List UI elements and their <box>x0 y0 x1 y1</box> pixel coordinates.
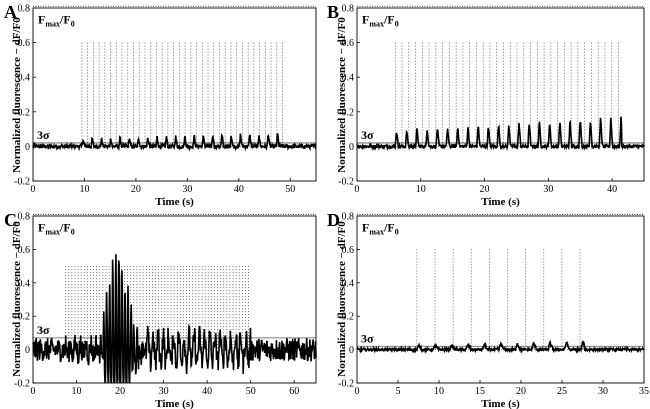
stimulus-markers <box>416 249 581 350</box>
x-tick-label: 40 <box>202 386 212 397</box>
x-tick-label: 10 <box>416 184 426 195</box>
y-tick-label: 0 <box>349 142 354 153</box>
y-axis-label: Normalized fluorescence − dF/F0 <box>336 17 348 173</box>
x-tick-label: 25 <box>557 386 567 397</box>
x-tick-label: 0 <box>355 386 360 397</box>
y-tick-label: 0.6 <box>342 245 355 256</box>
y-tick-label: 0.8 <box>342 4 355 15</box>
plot-frame <box>356 7 645 182</box>
plot-frame <box>32 7 317 182</box>
sigma-annotation: 3σ <box>37 323 50 337</box>
x-tick-label: 15 <box>475 386 485 397</box>
x-axis-label: Time (s) <box>155 398 194 409</box>
y-tick-label: 0.4 <box>342 278 355 289</box>
fmax-annotation: Fmax/F0 <box>362 220 399 236</box>
fmax-annotation: Fmax/F0 <box>362 12 399 28</box>
x-tick-label: 30 <box>159 386 169 397</box>
y-tick-label: 0.2 <box>342 107 355 118</box>
x-tick-label: 50 <box>246 386 256 397</box>
x-tick-label: 20 <box>516 386 526 397</box>
x-tick-label: 20 <box>115 386 125 397</box>
x-axis-label: Time (s) <box>481 196 520 208</box>
x-tick-label: 10 <box>79 184 89 195</box>
panel-label: B <box>327 2 339 22</box>
sigma-annotation: 3σ <box>361 331 374 345</box>
sigma-annotation: 3σ <box>37 128 50 142</box>
stimulus-markers <box>394 42 619 147</box>
x-tick-label: 30 <box>543 184 553 195</box>
fluorescence-trace <box>32 254 317 384</box>
x-tick-label: 0 <box>355 184 360 195</box>
y-tick-label: 0 <box>349 345 354 356</box>
x-tick-label: 20 <box>131 184 141 195</box>
x-tick-label: 60 <box>289 386 299 397</box>
y-tick-label: 0.4 <box>18 73 31 84</box>
fmax-annotation: Fmax/F0 <box>38 12 75 28</box>
y-tick-label: 0.6 <box>18 245 31 256</box>
x-tick-label: 30 <box>598 386 608 397</box>
y-tick-label: 0.8 <box>18 212 31 223</box>
plot-frame <box>32 215 317 384</box>
y-axis-label: Normalized fluorescence − dF/F0 <box>11 17 23 173</box>
plot-frame <box>356 215 645 384</box>
x-tick-label: 10 <box>72 386 82 397</box>
x-tick-label: 5 <box>396 386 401 397</box>
y-tick-label: 0.6 <box>18 38 31 49</box>
y-tick-label: 0.8 <box>342 212 355 223</box>
y-tick-label: -0.2 <box>338 379 354 390</box>
x-axis-label: Time (s) <box>481 398 520 409</box>
x-tick-label: 35 <box>639 386 649 397</box>
x-axis-label: Time (s) <box>155 196 194 208</box>
y-tick-label: 0.2 <box>18 107 31 118</box>
y-axis-label: Normalized fluorescence − dF/F0 <box>11 221 23 377</box>
y-tick-label: -0.2 <box>338 177 354 188</box>
y-tick-label: 0.4 <box>342 73 355 84</box>
x-tick-label: 30 <box>182 184 192 195</box>
x-tick-label: 50 <box>285 184 295 195</box>
stimulus-markers <box>81 42 283 147</box>
x-tick-label: 10 <box>434 386 444 397</box>
sigma-annotation: 3σ <box>361 128 374 142</box>
y-tick-label: 0.8 <box>18 4 31 15</box>
y-axis-label: Normalized fluorescence − dF/F0 <box>336 221 348 377</box>
y-tick-label: 0.6 <box>342 38 355 49</box>
x-tick-label: 40 <box>607 184 617 195</box>
x-tick-label: 0 <box>31 184 36 195</box>
panel-label: C <box>4 210 17 230</box>
y-tick-label: 0.4 <box>18 278 31 289</box>
y-tick-label: 0.2 <box>18 312 31 323</box>
y-tick-label: 0 <box>25 345 30 356</box>
y-tick-label: -0.2 <box>14 379 30 390</box>
fluorescence-trace <box>32 132 317 152</box>
fluorescence-trace <box>356 339 645 354</box>
x-tick-label: 0 <box>31 386 36 397</box>
panel-label: D <box>327 210 340 230</box>
fmax-annotation: Fmax/F0 <box>38 220 75 236</box>
x-tick-label: 40 <box>234 184 244 195</box>
y-tick-label: -0.2 <box>14 177 30 188</box>
y-tick-label: 0.2 <box>342 312 355 323</box>
x-tick-label: 20 <box>480 184 490 195</box>
fluorescence-trace <box>356 116 645 152</box>
y-tick-label: 0 <box>25 142 30 153</box>
panel-label: A <box>4 2 17 22</box>
